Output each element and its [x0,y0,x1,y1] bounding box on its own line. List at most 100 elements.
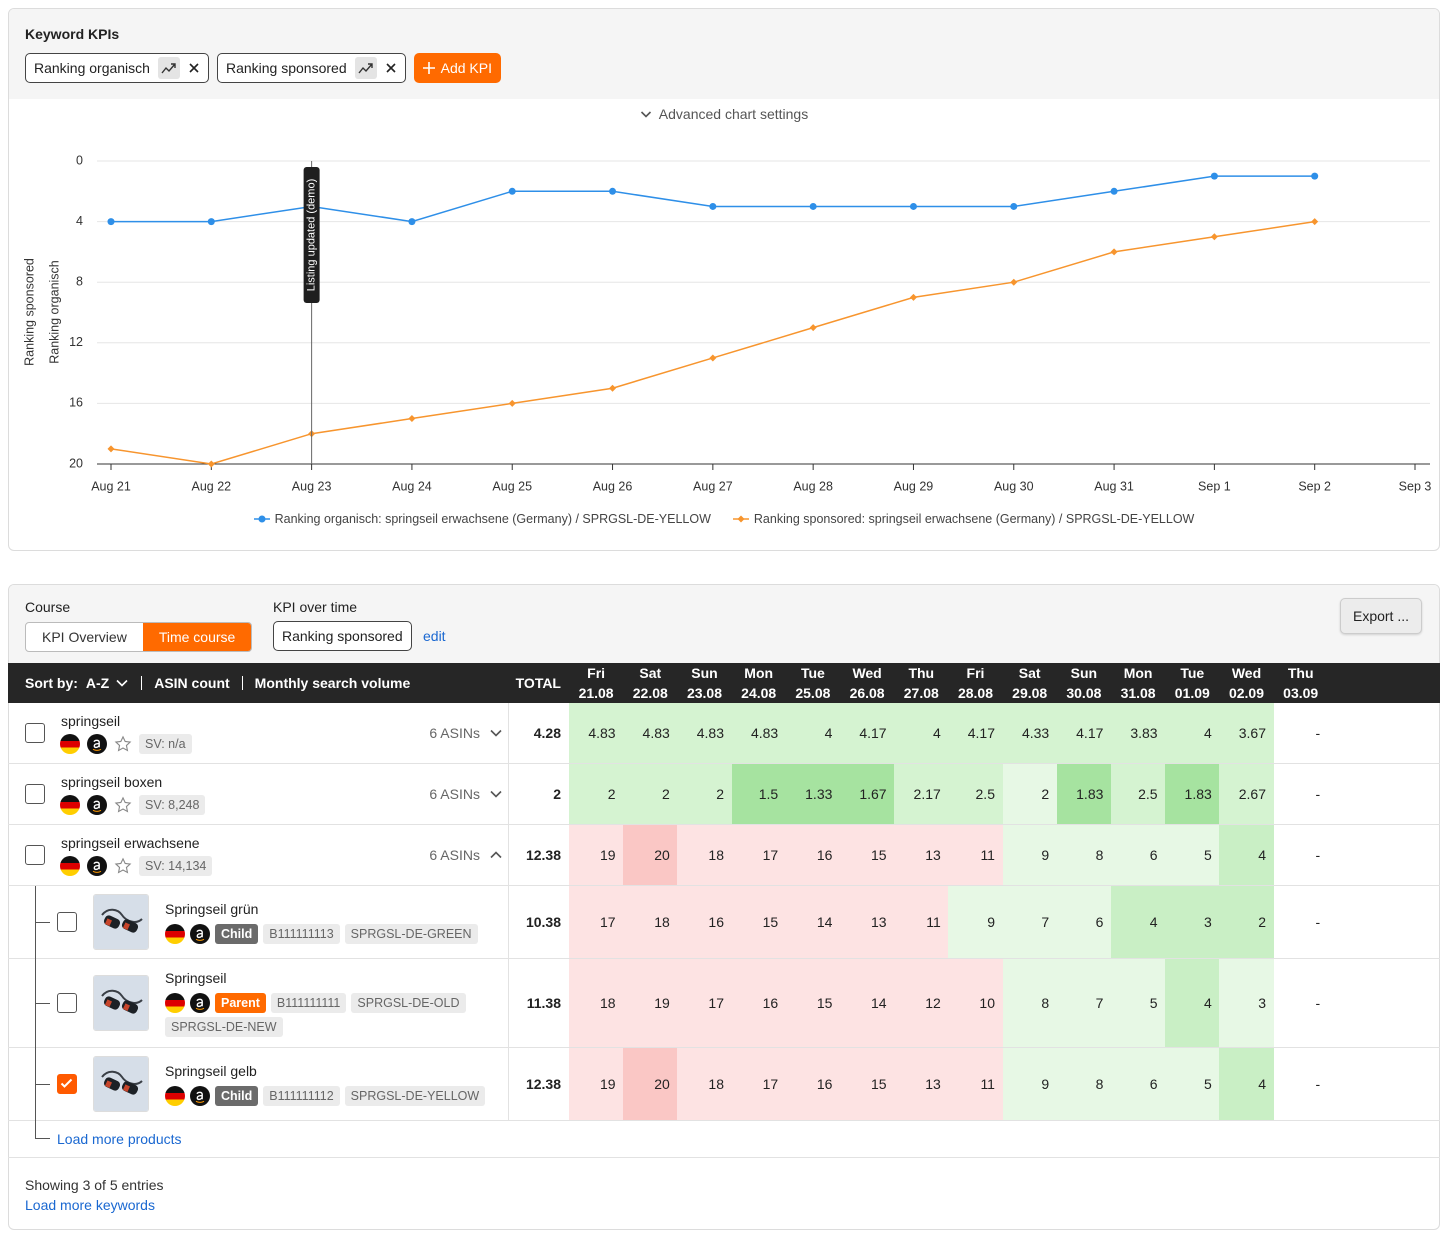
marker [909,293,917,301]
day-header: Fri 21.08 [569,663,623,703]
day-weekday: Sun [691,665,718,681]
trend-icon[interactable] [354,57,377,79]
asin-count[interactable]: 6 ASINs [429,847,480,863]
total-cell: 10.38 [525,914,561,930]
search-volume-tag: SV: n/a [139,734,192,754]
product-info: Springseil gelb Child B111111112 SPRGSL-DE-… [165,1062,495,1106]
x-tick-label: Aug 30 [994,479,1034,493]
star-icon[interactable] [114,796,132,814]
add-kpi-button[interactable]: Add KPI [413,53,501,83]
value-cell: 15 [840,1048,895,1120]
value-cell: 13 [894,1048,949,1120]
advanced-settings-label: Advanced chart settings [658,106,809,122]
star-icon[interactable] [114,735,132,753]
marker [1010,202,1018,210]
flag-icon [165,993,185,1013]
value-cell: 10 [948,959,1003,1047]
product-image [94,1057,148,1111]
total-header: TOTAL [515,675,561,691]
product-info: Springseil grün Child B111111113 SPRGSL-DE-… [165,900,495,944]
legend-marker [253,515,270,523]
expand-toggle[interactable] [489,726,503,743]
tree-branch [35,1003,50,1004]
value-cell: 3.67 [1219,703,1274,763]
x-tick-label: Sep 3 [1399,479,1432,493]
kpi-chip-label: Ranking sponsored [225,60,347,76]
value-cell: 2.5 [948,764,1003,824]
checkbox[interactable] [57,1074,77,1094]
kpi-chip[interactable]: Ranking organisch [25,53,209,83]
export-button[interactable]: Export ... [1340,598,1422,634]
expand-toggle[interactable] [489,848,503,865]
value-cell: 9 [948,886,1003,958]
day-date: 24.08 [741,685,777,701]
chevron-icon[interactable] [489,787,503,801]
edit-link[interactable]: edit [423,628,446,644]
sort-option[interactable]: ASIN count [154,675,230,691]
x-tick-label: Aug 22 [191,479,231,493]
value-cell: 17 [677,959,732,1047]
marker [258,515,266,523]
sort-controls: Sort by: A-Z ASIN count Monthly search volu… [25,663,410,703]
value-cell: 2.17 [894,764,949,824]
remove-icon[interactable] [385,62,397,74]
legend-item: Ranking sponsored: springseil erwachsene… [732,512,1194,526]
search-volume-tag: SV: 14,134 [139,856,213,876]
checkbox[interactable] [57,912,77,932]
chevron-icon[interactable] [489,726,503,740]
sort-value[interactable]: A-Z [86,675,129,691]
load-more-products[interactable]: Load more products [57,1131,182,1147]
expand-toggle[interactable] [489,787,503,804]
column-divider [508,1048,509,1120]
product-name: Springseil [165,970,227,986]
tree-line [35,886,36,1138]
checkbox[interactable] [25,845,45,865]
load-more-keywords[interactable]: Load more keywords [25,1197,155,1213]
value-cell: 18 [677,1048,732,1120]
product-row: Springseil grün Child B111111113 SPRGSL-DE-… [8,886,1440,959]
kpi-select[interactable]: Ranking sponsored [273,621,412,651]
asin-count[interactable]: 6 ASINs [429,725,480,741]
value-cell: - [1273,1048,1329,1120]
sort-value-label: A-Z [85,675,110,691]
checkbox[interactable] [25,784,45,804]
marker [1210,233,1218,241]
value-cell: 16 [677,886,732,958]
legend-item: Ranking organisch: springseil erwachsene… [253,512,711,526]
total-cell: 12.38 [525,847,561,863]
value-cell: 7 [1056,959,1112,1047]
value-cell: 11 [894,886,949,958]
advanced-settings-toggle[interactable]: Advanced chart settings [8,106,1440,122]
value-cell: 3 [1165,886,1220,958]
value-cell: 17 [731,825,787,885]
day-weekday: Sun [1070,665,1098,681]
kpi-chips: Ranking organisch Ranking sponsored Add … [25,53,501,83]
day-weekday: Thu [908,665,935,681]
sort-option[interactable]: Monthly search volume [254,675,411,691]
remove-icon[interactable] [188,62,200,74]
x-tick-label: Aug 31 [1094,479,1134,493]
amazon-icon [190,1086,210,1106]
course-tab[interactable]: KPI Overview [42,629,127,645]
checkbox[interactable] [25,723,45,743]
value-cell: 5 [1111,959,1166,1047]
y-tick-label: 16 [69,396,83,410]
search-volume-tag: SV: 8,248 [139,795,206,815]
kpi-chip[interactable]: Ranking sponsored [216,53,406,83]
star-icon[interactable] [114,857,132,875]
chevron-icon[interactable] [489,848,503,862]
chevron-icon[interactable] [115,676,129,690]
trend-icon[interactable] [157,57,180,79]
course-tab[interactable]: Time course [142,623,252,651]
product-image [94,976,148,1030]
amazon-icon [190,993,210,1013]
checkbox[interactable] [57,993,77,1013]
marker [737,515,745,523]
value-cell: 3 [1219,959,1274,1047]
asin-count[interactable]: 6 ASINs [429,786,480,802]
value-cell: 2.5 [1111,764,1166,824]
id-tag: B111111113 [263,924,340,944]
value-cell: 5 [1165,1048,1220,1120]
day-header: Sat 22.08 [623,663,677,703]
marker [709,354,717,362]
